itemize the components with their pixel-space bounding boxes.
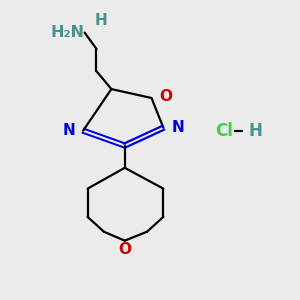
Text: H₂N: H₂N xyxy=(51,25,85,40)
Text: N: N xyxy=(172,120,184,135)
Text: Cl: Cl xyxy=(215,122,233,140)
Text: H: H xyxy=(94,13,107,28)
Text: N: N xyxy=(63,123,76,138)
Text: H: H xyxy=(248,122,262,140)
Text: O: O xyxy=(159,89,172,104)
Text: O: O xyxy=(118,242,131,257)
